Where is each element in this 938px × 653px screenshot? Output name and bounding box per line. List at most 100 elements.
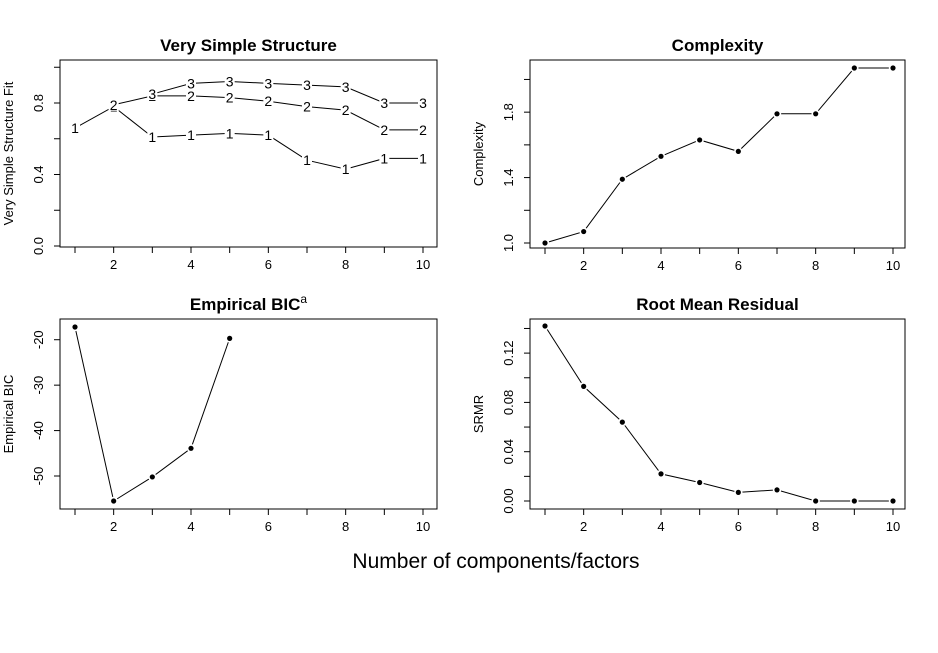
y-tick-label: 0.12	[501, 340, 516, 365]
point-label: 1	[226, 125, 234, 141]
point-label: 3	[187, 75, 195, 91]
data-point	[111, 498, 117, 504]
point-label-bg	[263, 93, 274, 108]
y-tick-label: 0.08	[501, 390, 516, 415]
point-label-bg	[186, 127, 196, 142]
data-point	[581, 228, 587, 235]
data-point	[149, 474, 155, 480]
y-tick-label: -30	[31, 376, 46, 395]
point-label-bg	[302, 98, 312, 113]
point-label: 1	[303, 152, 311, 168]
x-tick-label: 8	[812, 258, 819, 273]
point-label: 2	[110, 97, 118, 113]
data-point	[72, 324, 78, 330]
point-label: 1	[380, 150, 388, 166]
y-tick-label: 1.8	[501, 103, 516, 121]
data-point	[890, 65, 896, 71]
panel-title: Root Mean Residual	[636, 295, 798, 314]
title-superscript: a	[300, 292, 307, 306]
data-point	[735, 489, 741, 495]
x-tick-label: 6	[265, 519, 272, 534]
point-label: 3	[264, 75, 272, 91]
point-label: 2	[303, 99, 311, 115]
point-label-bg	[340, 102, 351, 117]
y-tick-label: 0.0	[31, 237, 46, 255]
data-point	[542, 323, 548, 329]
x-tick-label: 10	[886, 519, 900, 534]
x-tick-label: 2	[110, 519, 117, 534]
y-tick-label: 0.4	[31, 165, 46, 183]
point-label: 3	[148, 86, 156, 102]
point-label: 2	[226, 90, 234, 106]
y-tick-label: -50	[31, 467, 46, 486]
data-point	[890, 498, 896, 504]
data-point	[697, 479, 703, 486]
point-label: 3	[380, 95, 388, 111]
panel-title: Complexity	[672, 36, 764, 55]
point-label: 1	[187, 127, 195, 143]
panel-title: Very Simple Structure	[160, 36, 337, 55]
point-label-bg	[418, 121, 428, 136]
point-label-bg	[379, 150, 390, 165]
data-point	[851, 498, 857, 504]
data-point	[774, 111, 780, 117]
x-tick-label: 6	[265, 257, 272, 272]
point-label-bg	[224, 125, 235, 140]
data-point	[658, 153, 664, 159]
x-tick-label: 4	[657, 519, 664, 534]
plot-frame	[59, 318, 438, 510]
x-tick-label: 2	[110, 257, 117, 272]
x-tick-label: 2	[580, 519, 587, 534]
data-point	[697, 137, 703, 143]
point-label-bg	[302, 152, 312, 167]
point-label-bg	[147, 86, 158, 101]
y-axis-label: Complexity	[471, 121, 486, 186]
point-label-bg	[263, 127, 274, 142]
point-label-bg	[340, 161, 351, 176]
plot-frame	[529, 318, 906, 510]
y-axis-label: SRMR	[471, 395, 486, 433]
point-label: 3	[342, 79, 350, 95]
point-label-bg	[70, 120, 80, 135]
point-label: 1	[148, 129, 156, 145]
series-line	[544, 325, 893, 502]
panel-4: Root Mean Residual 2 4 6 8 10 0.00 0.04 0.08 0.12…	[471, 295, 906, 534]
point-label-bg	[108, 96, 119, 111]
y-axis-label: Very Simple Structure Fit	[1, 81, 16, 225]
data-point	[619, 419, 625, 425]
point-label-bg	[379, 95, 390, 109]
series-line-3	[152, 81, 423, 104]
point-label: 2	[380, 122, 388, 138]
point-label-bg	[186, 87, 196, 102]
data-point	[581, 383, 587, 389]
data-point	[813, 498, 819, 504]
point-label: 3	[419, 95, 427, 111]
y-tick-label: 1.4	[501, 169, 516, 187]
x-tick-label: 8	[812, 519, 819, 534]
x-tick-label: 2	[580, 258, 587, 273]
point-label: 1	[264, 127, 272, 143]
plot-frame	[59, 59, 438, 248]
data-point	[542, 240, 548, 246]
point-label-bg	[340, 78, 351, 93]
x-tick-label: 4	[187, 519, 194, 534]
y-tick-label: 0.00	[501, 488, 516, 513]
x-tick-label: 6	[735, 258, 742, 273]
figure-x-axis-label: Number of components/factors	[352, 550, 639, 573]
point-label-bg	[186, 75, 196, 90]
x-tick-label: 4	[657, 258, 664, 273]
y-axis-label: Empirical BIC	[1, 375, 16, 454]
point-label-bg	[263, 75, 274, 90]
point-label-bg	[224, 73, 235, 88]
panel-2: Complexity 2 4 6 8 10 1.0 1.4 1.8 Complexity	[471, 36, 906, 273]
data-point	[619, 176, 625, 182]
x-tick-label: 10	[416, 257, 430, 272]
point-label: 1	[342, 161, 350, 177]
data-point	[227, 335, 233, 341]
data-point	[658, 471, 664, 477]
y-tick-label: -40	[31, 421, 46, 440]
y-tick-label: 0.8	[31, 94, 46, 112]
point-label: 3	[303, 77, 311, 93]
